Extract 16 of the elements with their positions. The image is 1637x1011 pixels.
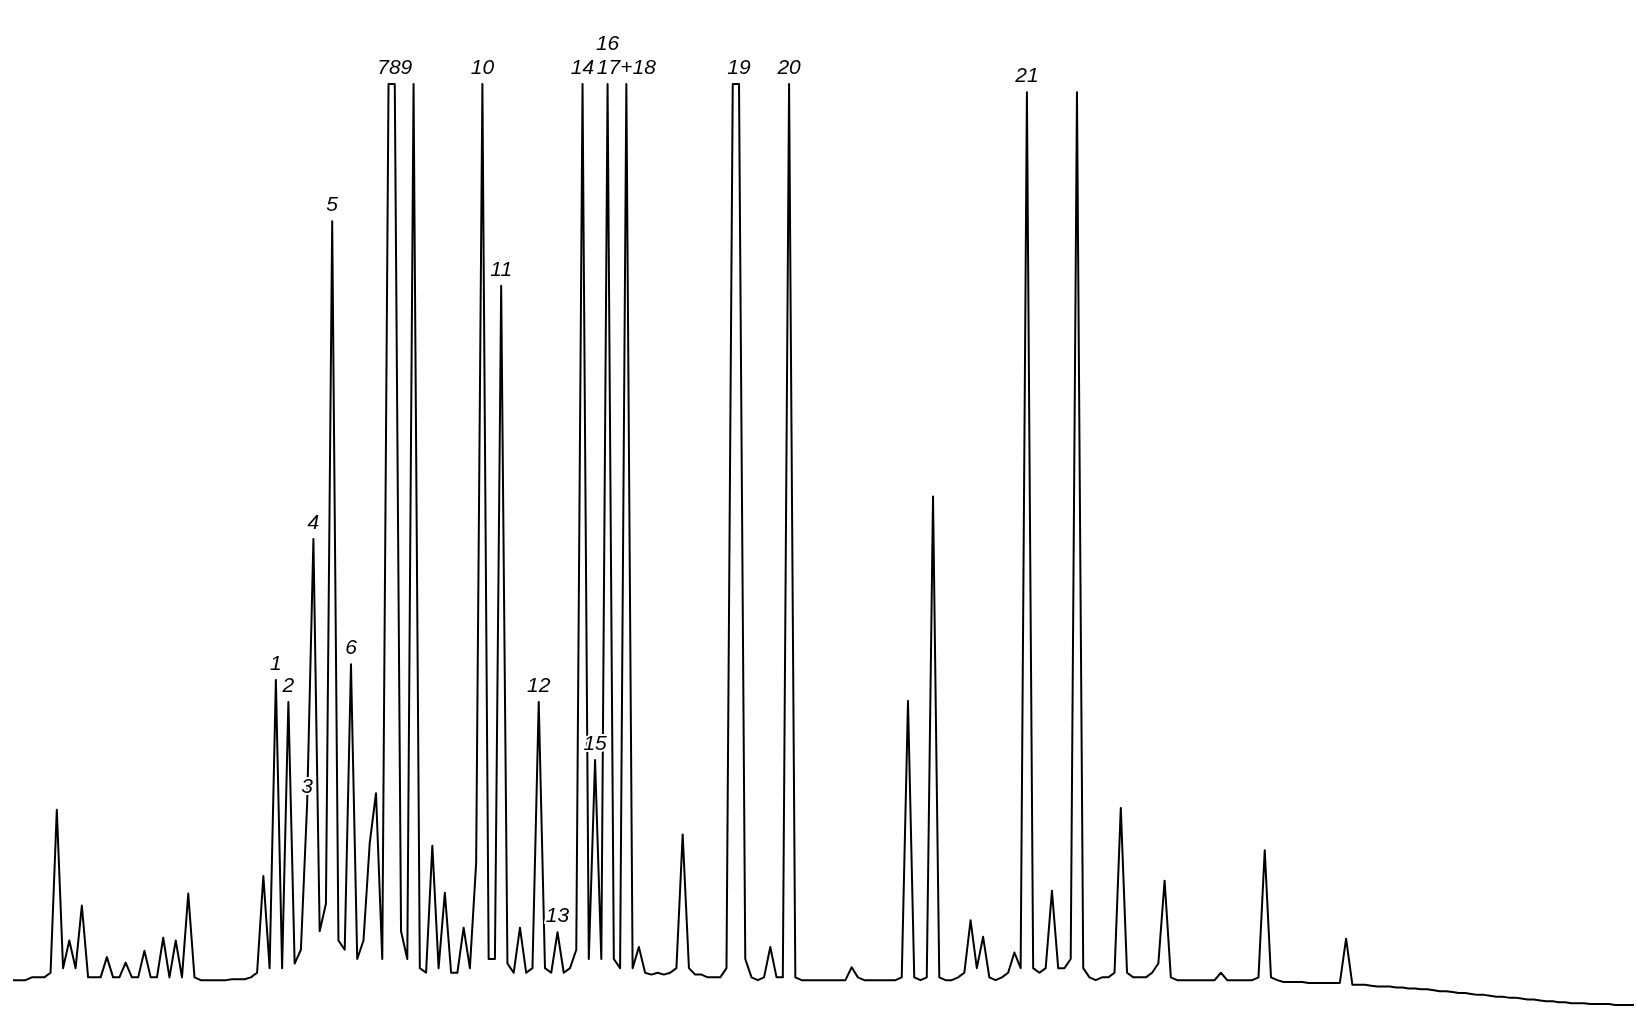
x-tick-label: 789 [377,55,413,78]
x-tick-label: 11 [490,256,513,280]
x-tick-label: 4 [307,509,320,533]
x-tick-label: 19 [727,55,752,78]
x-tick-label: 2 [281,672,295,696]
x-tick-label: 20 [776,55,802,78]
x-tick-label: 10 [470,55,495,78]
x-tick-label: 16 [595,31,620,54]
x-tick-label: 12 [527,672,551,696]
x-tick-label: 21 [1014,63,1039,87]
x-tick-label: 13 [545,903,570,927]
x-tick-label: 17+18 [596,55,657,78]
x-tick-label: 14 [570,55,595,78]
x-tick-label: 1 [270,650,282,674]
x-tick-label: 6 [345,635,358,659]
x-tick-label: 5 [326,192,339,216]
